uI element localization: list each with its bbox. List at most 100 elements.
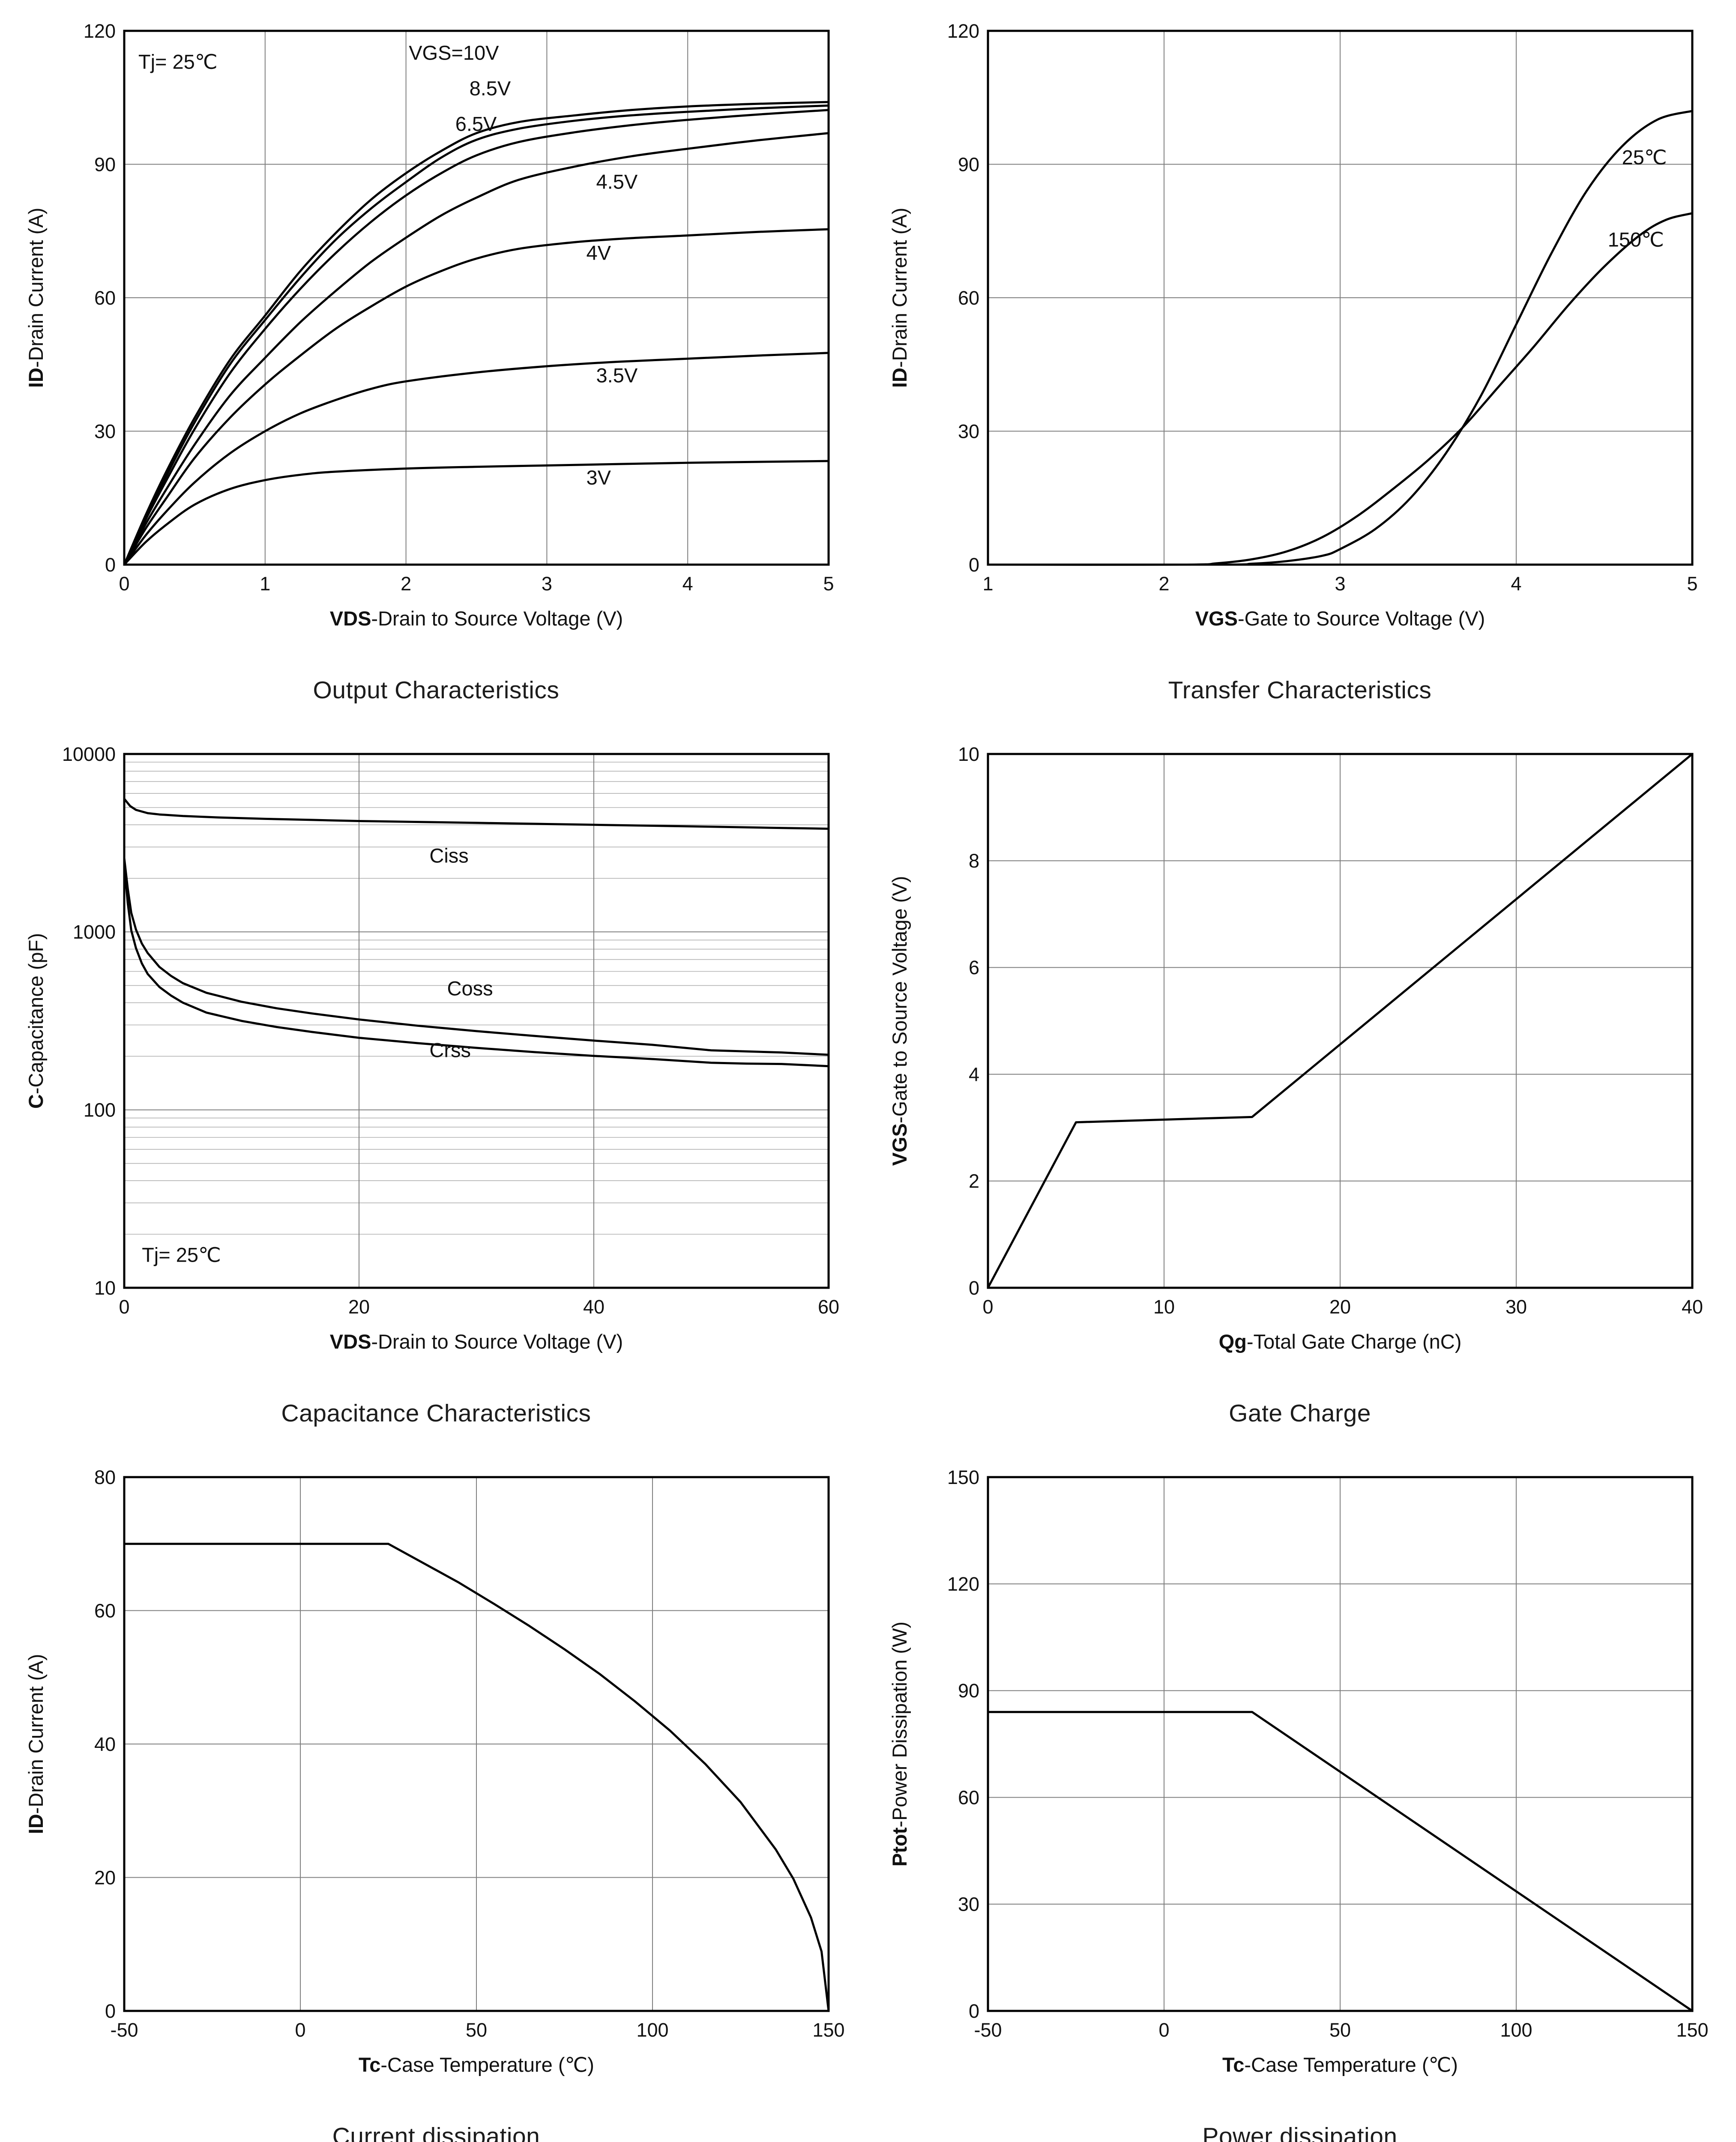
series-curves bbox=[123, 101, 830, 566]
y-tick-label: 90 bbox=[958, 1680, 979, 1702]
y-tick-label: 6 bbox=[969, 957, 979, 978]
x-tick-label: 2 bbox=[401, 573, 411, 595]
annotation: 3V bbox=[587, 466, 611, 489]
y-tick-label: 60 bbox=[958, 287, 979, 309]
x-tick-label: 3 bbox=[1335, 573, 1345, 595]
x-tick-label: 0 bbox=[295, 2019, 305, 2041]
curve-ptot-derating bbox=[987, 1711, 1694, 2012]
x-tick-label: 100 bbox=[1500, 2019, 1532, 2041]
y-tick-label: 10 bbox=[94, 1277, 116, 1299]
curve-Crss bbox=[123, 863, 830, 1068]
y-tick-label: 10000 bbox=[62, 743, 116, 765]
x-tick-label: 50 bbox=[1329, 2019, 1351, 2041]
y-tick-label: 20 bbox=[94, 1867, 116, 1888]
curve-25C bbox=[987, 110, 1694, 566]
curve-Coss bbox=[123, 857, 830, 1056]
gridlines bbox=[124, 754, 829, 1288]
x-axis-label: VDS-Drain to Source Voltage (V) bbox=[330, 607, 623, 630]
y-axis-label: ID-Drain Current (A) bbox=[24, 1654, 47, 1834]
curve-Ciss bbox=[123, 798, 830, 830]
chart-output-characteristics: 0 1 2 3 4 5 0 30 60 90 120 VDS-Drain to Source Volt… bbox=[12, 11, 860, 704]
x-tick-label: -50 bbox=[974, 2019, 1002, 2041]
curve-150C bbox=[987, 212, 1694, 566]
annotation: 150℃ bbox=[1608, 228, 1664, 251]
series-curves bbox=[123, 1543, 830, 2012]
annotation: Tj= 25℃ bbox=[142, 1243, 221, 1266]
tick-labels: 0 20 40 60 10 100 1000 10000 bbox=[62, 743, 839, 1318]
series-curves bbox=[987, 1711, 1694, 2012]
x-axis-label: VGS-Gate to Source Voltage (V) bbox=[1195, 607, 1485, 630]
y-tick-label: 90 bbox=[94, 153, 116, 175]
y-tick-label: 80 bbox=[94, 1466, 116, 1488]
y-tick-label: 120 bbox=[947, 1573, 979, 1595]
x-tick-label: 40 bbox=[1682, 1296, 1703, 1318]
curve-VGS=3V bbox=[123, 460, 830, 566]
chart-title-output: Output Characteristics bbox=[313, 676, 560, 704]
y-axis-label: ID-Drain Current (A) bbox=[24, 208, 47, 388]
y-tick-label: 60 bbox=[94, 1600, 116, 1621]
annotation: VGS=10V bbox=[409, 42, 499, 64]
annotation: 25℃ bbox=[1622, 146, 1667, 169]
series-curves bbox=[987, 110, 1694, 566]
capacitance-characteristics-plot: 0 20 40 60 10 100 1000 10000 VDS-Drain to Source… bbox=[24, 743, 839, 1353]
y-tick-label: 60 bbox=[958, 1786, 979, 1808]
annotation: Tj= 25℃ bbox=[138, 50, 218, 73]
x-axis-label: Qg-Total Gate Charge (nC) bbox=[1219, 1330, 1462, 1353]
x-tick-label: 5 bbox=[1687, 573, 1697, 595]
y-tick-label: 8 bbox=[969, 850, 979, 872]
x-tick-label: 3 bbox=[542, 573, 552, 595]
x-tick-label: 5 bbox=[823, 573, 834, 595]
y-tick-label: 0 bbox=[969, 2000, 979, 2022]
y-tick-label: 0 bbox=[969, 554, 979, 576]
y-tick-label: 120 bbox=[947, 20, 979, 42]
series-curves bbox=[123, 798, 830, 1068]
transfer-characteristics-plot: 1 2 3 4 5 0 30 60 90 120 VGS-Gate to Source Voltag… bbox=[888, 20, 1698, 630]
annotation: 4V bbox=[587, 242, 611, 264]
plot-border bbox=[987, 753, 1694, 1289]
tick-labels: 1 2 3 4 5 0 30 60 90 120 bbox=[947, 20, 1698, 595]
x-tick-label: 20 bbox=[1329, 1296, 1351, 1318]
curve-VGS=4.5V bbox=[123, 132, 830, 566]
annotation: Crss bbox=[429, 1039, 471, 1062]
gate-charge-plot: 0 10 20 30 40 0 2 4 6 8 10 Qg-Total Gate Charge (nC… bbox=[888, 743, 1703, 1353]
tick-labels: 0 10 20 30 40 0 2 4 6 8 10 bbox=[958, 743, 1703, 1318]
x-tick-label: 4 bbox=[682, 573, 693, 595]
y-tick-label: 0 bbox=[105, 554, 116, 576]
annotation: 6.5V bbox=[455, 113, 497, 135]
annotation: 3.5V bbox=[596, 364, 638, 386]
x-axis-label: Tc-Case Temperature (℃) bbox=[1222, 2053, 1458, 2076]
chart-gate-charge: 0 10 20 30 40 0 2 4 6 8 10 Qg-Total Gate Charge (nC… bbox=[876, 734, 1724, 1427]
plot-border bbox=[123, 30, 830, 566]
plot-border bbox=[987, 1476, 1694, 2012]
x-tick-label: 0 bbox=[1158, 2019, 1169, 2041]
curve-gate-charge bbox=[987, 753, 1694, 1289]
x-tick-label: 0 bbox=[119, 573, 129, 595]
y-tick-label: 2 bbox=[969, 1170, 979, 1192]
x-tick-label: 20 bbox=[348, 1296, 370, 1318]
chart-title-current-dissipation: Current dissipation bbox=[332, 2123, 540, 2142]
chart-title-gate-charge: Gate Charge bbox=[1229, 1400, 1371, 1427]
x-tick-label: 4 bbox=[1511, 573, 1521, 595]
x-tick-label: -50 bbox=[110, 2019, 138, 2041]
y-tick-label: 30 bbox=[94, 420, 116, 442]
y-tick-label: 60 bbox=[94, 287, 116, 309]
plot-border bbox=[987, 30, 1694, 566]
curve-VGS=8.5V bbox=[123, 104, 830, 566]
x-tick-label: 0 bbox=[119, 1296, 129, 1318]
y-tick-label: 150 bbox=[947, 1466, 979, 1488]
gridlines bbox=[988, 1477, 1692, 2011]
annotation: Ciss bbox=[429, 844, 468, 867]
x-tick-label: 1 bbox=[260, 573, 270, 595]
chart-title-capacitance: Capacitance Characteristics bbox=[281, 1400, 591, 1427]
x-tick-label: 30 bbox=[1506, 1296, 1527, 1318]
y-tick-label: 90 bbox=[958, 153, 979, 175]
x-tick-label: 50 bbox=[466, 2019, 487, 2041]
gridlines bbox=[124, 1477, 829, 2011]
curve-VGS=10V bbox=[123, 101, 830, 566]
y-tick-label: 40 bbox=[94, 1733, 116, 1755]
